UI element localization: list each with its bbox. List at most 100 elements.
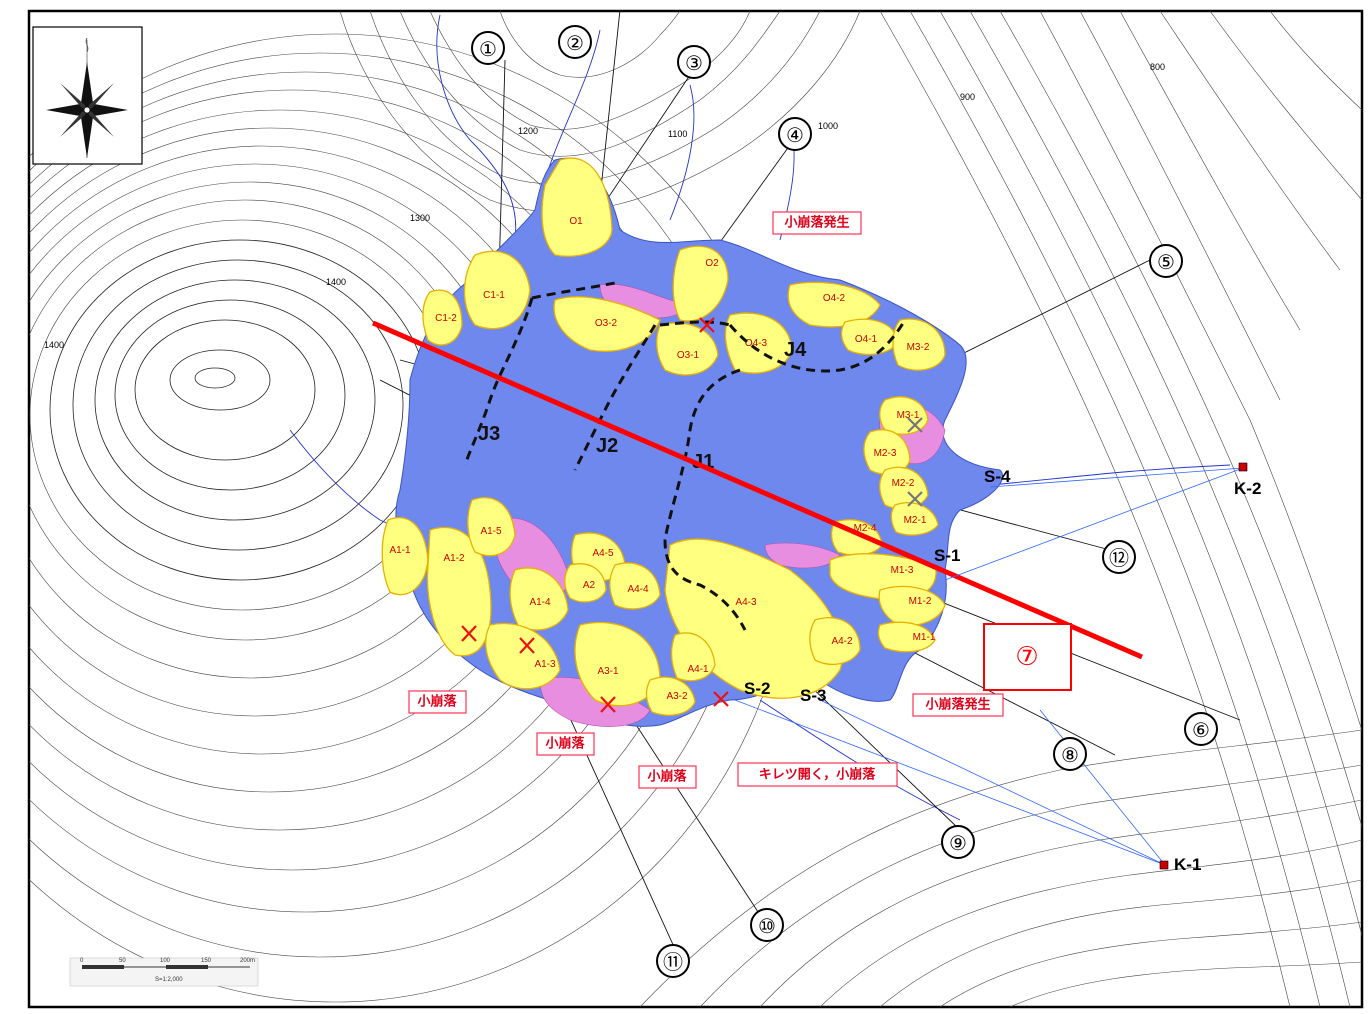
station-K-1-marker (1159, 860, 1169, 870)
block-label: C1-1 (483, 290, 505, 301)
block-C1-2 (422, 289, 463, 346)
station-K-1: K-1 (1174, 855, 1201, 874)
profile-number-3: ③ (677, 45, 711, 79)
block-A4-1 (670, 632, 716, 682)
x-mark-icon (461, 625, 477, 642)
elevation-label: 1100 (668, 129, 687, 139)
x-mark-icon (713, 691, 729, 707)
block-label: A2 (583, 580, 596, 591)
block-label: A4-3 (735, 597, 757, 608)
profile-number-11: ⑪ (656, 944, 690, 978)
block-O1 (541, 157, 613, 257)
streams (289, 14, 1231, 821)
callout-bottom-mid: 小崩落 (638, 765, 697, 789)
joint-J3-line (463, 297, 534, 466)
profile-number-5: ⑤ (1149, 244, 1183, 278)
station-K-2-marker (1238, 462, 1248, 472)
block-A2 (564, 563, 607, 603)
block-label: O4-1 (855, 334, 878, 345)
north-arrow-compass-rose-icon (32, 26, 143, 165)
block-labels: O1 O2 O3-1 O3-2 O4-1 O4-2 O4-3 C1-1 C1-2… (389, 216, 935, 702)
block-label: M1-3 (891, 565, 914, 576)
elevation-label: 1400 (44, 340, 64, 350)
block-O4-3 (724, 312, 793, 374)
x-mark-icon (699, 317, 715, 333)
block-label: A4-5 (592, 548, 614, 559)
elevation-label: 800 (1150, 62, 1165, 72)
svg-text:⑦: ⑦ (1015, 642, 1038, 672)
station-S-1: S-1 (934, 546, 960, 565)
block-A1-3 (485, 622, 561, 690)
elevation-label: 1300 (410, 213, 430, 223)
block-A4-2 (809, 617, 861, 665)
svg-text:小崩落: 小崩落 (647, 769, 687, 785)
section-7-red-line (372, 320, 1143, 660)
block-label: A4-1 (687, 664, 709, 675)
block-A3-2 (645, 676, 696, 716)
block-A1-1 (381, 517, 429, 596)
block-A1-5 (467, 497, 516, 557)
block-label: M2-3 (874, 448, 897, 459)
block-label: A1-1 (389, 545, 411, 556)
block-M1-1 (877, 621, 936, 653)
scale-bar: 0 50 100 150 200m S=1:2,000 (69, 957, 259, 987)
callout-right-bottom: 小崩落発生 (912, 693, 1004, 717)
joint-connector (659, 320, 731, 327)
scale-tick: 0 (80, 958, 84, 964)
slope-contours-right (639, 11, 1362, 1007)
block-M3-2 (892, 318, 946, 371)
joint-label-J3: J3 (478, 423, 500, 445)
block-O2 (672, 245, 729, 322)
block-A1-4 (509, 567, 569, 631)
joint-connector (531, 280, 621, 300)
block-A3-1 (574, 621, 661, 707)
svg-text:⑪: ⑪ (663, 950, 683, 974)
svg-text:⑩: ⑩ (758, 914, 776, 938)
profile-number-9: ⑨ (941, 825, 975, 859)
svg-text:①: ① (479, 37, 497, 61)
scale-ratio: S=1:2,000 (155, 977, 183, 983)
scale-tick: 200m (240, 958, 255, 964)
station-K-2: K-2 (1234, 479, 1261, 498)
section-7-highlight: ⑦ (983, 623, 1072, 691)
profile-number-6: ⑥ (1184, 712, 1218, 746)
block-label: A1-2 (443, 553, 465, 564)
block-label: A3-1 (597, 666, 619, 677)
block-label: A3-2 (666, 691, 688, 702)
svg-text:⑫: ⑫ (1109, 546, 1129, 570)
profile-number-markers: ① ② ③ ④ ⑤ ⑥ ⑧ ⑨ ⑩ ⑪ ⑫ (471, 25, 1218, 978)
block-label: O3-2 (595, 318, 618, 329)
block-label: O2 (705, 258, 719, 269)
block-label: M2-2 (892, 478, 915, 489)
block-A4-4 (609, 562, 661, 610)
profile-number-8: ⑧ (1053, 737, 1087, 771)
block-label: M1-1 (913, 632, 936, 643)
block-M2-1 (890, 502, 939, 536)
profile-number-12: ⑫ (1102, 540, 1136, 574)
svg-text:小崩落: 小崩落 (545, 736, 585, 752)
station-S-4: S-4 (984, 467, 1011, 486)
landslide-blocks (381, 157, 946, 716)
joint-J4-line (728, 319, 907, 373)
scale-tick: 100 (160, 958, 171, 964)
sensor-lines (734, 467, 1244, 866)
block-M1-2 (878, 585, 946, 627)
callout-bottom-crack: キレツ開く，小崩落 (737, 762, 898, 787)
elevation-label: 1200 (518, 126, 538, 136)
joint-label-J4: J4 (784, 339, 807, 361)
map-frame (27, 9, 1364, 1009)
profile-number-2: ② (558, 25, 592, 59)
svg-text:小崩落発生: 小崩落発生 (784, 215, 849, 231)
block-label: A4-2 (831, 636, 853, 647)
block-label: M3-2 (907, 342, 930, 353)
svg-text:②: ② (566, 31, 584, 55)
svg-text:⑨: ⑨ (949, 831, 967, 855)
block-label: O4-3 (745, 338, 768, 349)
station-S-3: S-3 (800, 686, 826, 705)
svg-text:⑧: ⑧ (1061, 743, 1079, 767)
callout-bottom-left: 小崩落 (536, 732, 595, 756)
block-O3-1 (656, 322, 719, 376)
joints (463, 280, 907, 631)
joint-J2-line (573, 324, 657, 471)
